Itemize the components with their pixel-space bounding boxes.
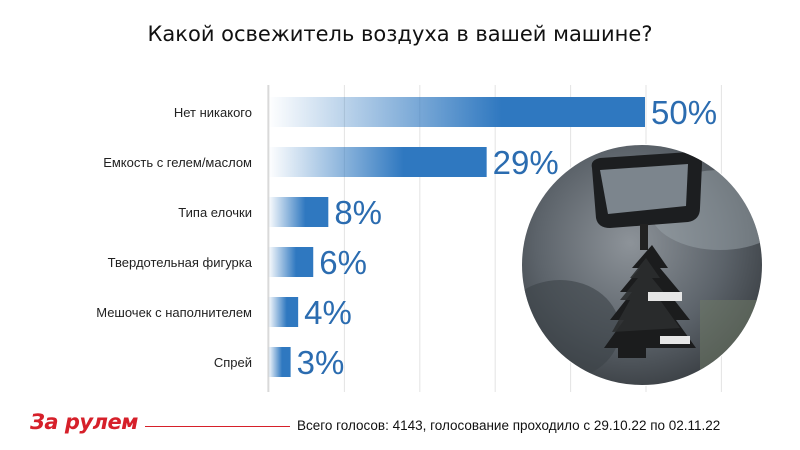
bar — [268, 97, 645, 127]
category-label: Мешочек с наполнителем — [96, 305, 252, 320]
category-label: Спрей — [214, 355, 252, 370]
category-label: Твердотельная фигурка — [108, 255, 253, 270]
brand-logo: За рулем — [30, 410, 138, 434]
category-label: Емкость с гелем/маслом — [103, 155, 252, 170]
value-label: 6% — [319, 244, 367, 281]
bar — [268, 297, 299, 327]
bar — [268, 197, 329, 227]
bar — [268, 247, 314, 277]
value-label: 3% — [297, 344, 345, 381]
value-label: 50% — [651, 94, 717, 131]
votes-note: Всего голосов: 4143, голосование проходи… — [297, 418, 721, 433]
category-label: Типа елочки — [178, 205, 252, 220]
chart-title: Какой освежитель воздуха в вашей машине? — [147, 22, 653, 46]
value-label: 29% — [493, 144, 559, 181]
bar — [268, 347, 291, 377]
photo-air-freshener — [521, 144, 763, 386]
category-label: Нет никакого — [174, 105, 252, 120]
bar — [268, 147, 487, 177]
footer-divider — [145, 426, 290, 427]
value-label: 4% — [304, 294, 352, 331]
value-label: 8% — [334, 194, 382, 231]
